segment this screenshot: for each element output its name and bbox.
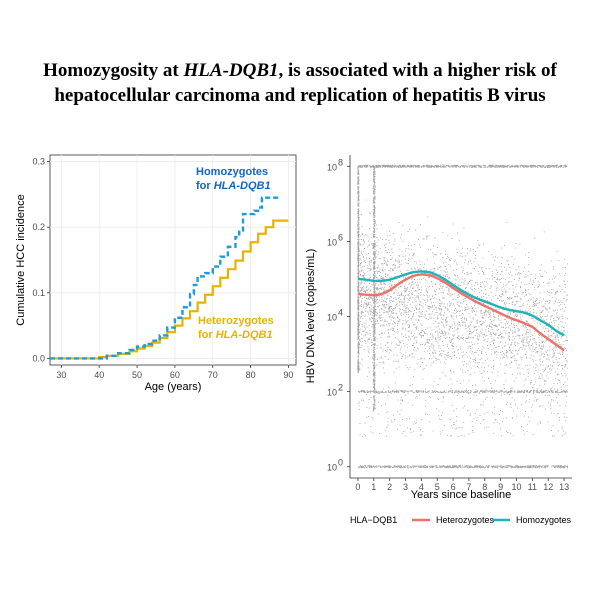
x-tick-label: 30 [56,370,66,380]
x-tick-label: 3 [403,482,408,492]
right-x-axis-label: Years since baseline [411,489,512,501]
x-tick-label: 2 [387,482,392,492]
label-homozygotes-gene-name: HLA-DQB1 [214,180,271,192]
x-tick-label: 60 [170,370,180,380]
y-tick-label: 0.0 [32,353,45,363]
y-tick-exponent: 8 [338,157,343,167]
x-tick-label: 90 [283,370,293,380]
right-y-axis-label: HBV DNA level (copies/mL) [305,249,317,384]
legend-label-heterozygotes: Heterozygotes [436,515,495,525]
y-tick-label: 0.1 [32,288,45,298]
x-tick-label: 10 [511,482,521,492]
label-homozygotes: Homozygotes [196,166,268,178]
x-tick-label: 5 [435,482,440,492]
series-line-heterozygotes-right [357,273,565,352]
y-tick-label: 10 [327,388,337,398]
title-line-1: Homozygosity at HLA-DQB1, is associated … [20,58,580,83]
left-x-axis-label: Age (years) [145,381,202,393]
figure-title: Homozygosity at HLA-DQB1, is associated … [20,58,580,108]
legend-title: HLA−DQB1 [350,515,397,525]
x-tick-label: 1 [371,482,376,492]
x-tick-label: 12 [543,482,553,492]
label-homozygotes-for: for [196,180,214,192]
x-tick-label: 50 [132,370,142,380]
x-tick-label: 4 [419,482,424,492]
series-line-homozygotes-right [357,270,565,337]
y-tick-label: 10 [327,237,337,247]
title-pre: Homozygosity at [43,60,184,81]
x-tick-label: 13 [559,482,569,492]
left-plot-panel [49,154,297,366]
x-tick-label: 7 [466,482,471,492]
title-gene: HLA-DQB1 [183,60,279,81]
y-tick-label: 10 [327,162,337,172]
x-tick-label: 80 [246,370,256,380]
x-tick-label: 11 [528,482,537,492]
x-tick-label: 6 [451,482,456,492]
title-line-2: hepatocellular carcinoma and replication… [54,85,546,106]
label-homozygotes-gene: for HLA-DQB1 [196,180,271,192]
scatter-points [357,164,569,469]
label-heterozygotes-for: for [198,329,216,341]
x-tick-label: 70 [208,370,218,380]
label-heterozygotes-gene-name: HLA-DQB1 [216,329,273,341]
y-tick-exponent: 0 [338,458,343,468]
y-tick-exponent: 6 [338,232,343,242]
legend: HLA−DQB1 Heterozygotes Homozygotes [350,515,572,525]
label-heterozygotes-gene: for HLA-DQB1 [198,329,273,341]
right-x-ticks: 0 1 2 3 4 5 6 7 8 9 10 11 12 13 [355,478,569,492]
scatter-point-cloud [357,164,569,469]
y-tick-exponent: 2 [338,383,343,393]
x-tick-label: 0 [355,482,360,492]
y-tick-label: 0.2 [32,222,45,232]
y-tick-label: 0.3 [32,157,45,167]
left-y-axis-label: Cumulative HCC incidence [15,194,27,325]
series-line-homozygotes-left [50,196,281,360]
x-tick-label: 40 [94,370,104,380]
left-x-ticks: 30 40 50 60 70 80 90 [56,365,293,380]
y-tick-label: 10 [327,463,337,473]
legend-label-homozygotes: Homozygotes [516,515,572,525]
left-chart: 30 40 50 60 70 80 90 0.00.10.20.3 Homozygotes … [15,154,297,393]
title-post: , is associated with a higher risk of [278,60,557,81]
label-heterozygotes: Heterozygotes [198,315,274,327]
left-y-ticks: 0.0 0.1 0.2 0.3 [32,157,50,363]
y-tick-exponent: 4 [338,308,343,318]
y-tick-label: 10 [327,313,337,323]
x-tick-label: 8 [482,482,487,492]
x-tick-label: 9 [498,482,503,492]
